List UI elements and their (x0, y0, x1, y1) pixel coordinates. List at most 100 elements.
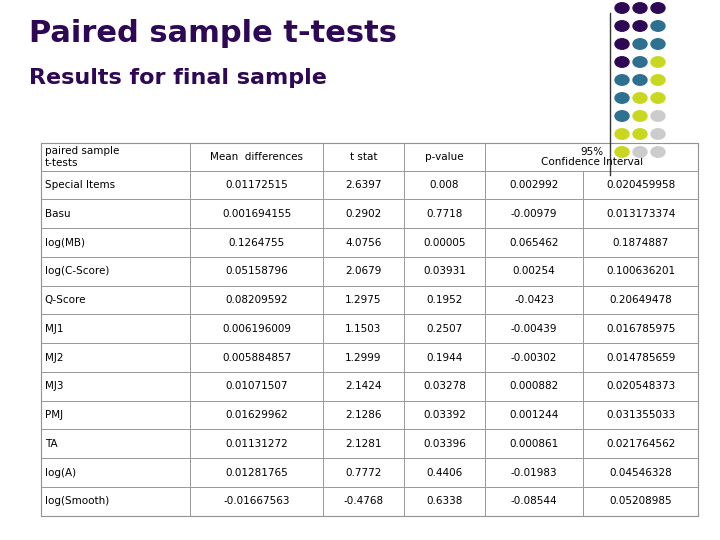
Text: paired sample: paired sample (45, 146, 119, 156)
Text: 0.002992: 0.002992 (509, 180, 559, 190)
Text: 0.000861: 0.000861 (510, 439, 559, 449)
Text: -0.08544: -0.08544 (510, 496, 557, 507)
Text: 0.04546328: 0.04546328 (609, 468, 672, 477)
Bar (41, 286, 190, 314)
Text: t stat: t stat (350, 152, 377, 162)
Bar (583, 314, 698, 343)
Circle shape (633, 3, 647, 14)
Bar (190, 171, 323, 199)
Text: 0.05158796: 0.05158796 (225, 266, 288, 276)
Text: 0.01131272: 0.01131272 (225, 439, 288, 449)
Text: log(A): log(A) (45, 468, 76, 477)
Text: 0.1264755: 0.1264755 (228, 238, 284, 247)
Bar (485, 314, 583, 343)
Bar (485, 143, 583, 171)
Bar (583, 401, 698, 429)
Bar (323, 143, 404, 171)
Bar (583, 257, 698, 286)
Circle shape (615, 21, 629, 31)
Bar (404, 372, 485, 401)
Bar (404, 171, 485, 199)
Bar (190, 228, 323, 257)
Text: p-value: p-value (425, 152, 464, 162)
Circle shape (633, 111, 647, 122)
Bar (583, 228, 698, 257)
Circle shape (651, 75, 665, 85)
Bar (323, 286, 404, 314)
Bar (190, 343, 323, 372)
Bar (583, 143, 698, 171)
Text: Paired sample t-tests: Paired sample t-tests (29, 19, 397, 48)
Bar (190, 401, 323, 429)
Bar (583, 429, 698, 458)
Text: 0.01071507: 0.01071507 (225, 381, 288, 391)
Text: PMJ: PMJ (45, 410, 63, 420)
Bar (41, 314, 190, 343)
Text: 0.03931: 0.03931 (423, 266, 466, 276)
Bar (583, 171, 698, 199)
Text: 0.01281765: 0.01281765 (225, 468, 288, 477)
Text: Q-Score: Q-Score (45, 295, 86, 305)
Text: MJ3: MJ3 (45, 381, 63, 391)
Bar (190, 487, 323, 516)
Bar (323, 314, 404, 343)
Text: 2.1286: 2.1286 (345, 410, 382, 420)
Bar (485, 286, 583, 314)
Circle shape (651, 57, 665, 68)
Circle shape (651, 147, 665, 157)
Bar (404, 401, 485, 429)
Text: -0.01667563: -0.01667563 (223, 496, 290, 507)
Text: 0.065462: 0.065462 (509, 238, 559, 247)
Bar (404, 257, 485, 286)
Text: log(MB): log(MB) (45, 238, 85, 247)
Circle shape (633, 93, 647, 103)
Text: 0.03396: 0.03396 (423, 439, 466, 449)
Text: -0.00439: -0.00439 (510, 324, 557, 334)
Bar (323, 401, 404, 429)
Text: Results for final sample: Results for final sample (29, 68, 327, 87)
Text: 0.100636201: 0.100636201 (606, 266, 675, 276)
Text: TA: TA (45, 439, 58, 449)
Circle shape (615, 39, 629, 49)
Bar (583, 487, 698, 516)
Bar (485, 228, 583, 257)
Text: 0.6338: 0.6338 (426, 496, 463, 507)
Text: 0.08209592: 0.08209592 (225, 295, 288, 305)
Bar (485, 487, 583, 516)
Text: Special Items: Special Items (45, 180, 114, 190)
Bar (583, 372, 698, 401)
Circle shape (633, 39, 647, 49)
Bar (404, 228, 485, 257)
Circle shape (651, 3, 665, 14)
Bar (583, 343, 698, 372)
Bar (404, 314, 485, 343)
Text: 1.2975: 1.2975 (345, 295, 382, 305)
Bar (190, 429, 323, 458)
Bar (323, 372, 404, 401)
Text: 0.000882: 0.000882 (510, 381, 559, 391)
Text: log(Smooth): log(Smooth) (45, 496, 109, 507)
Text: 0.006196009: 0.006196009 (222, 324, 291, 334)
Circle shape (651, 111, 665, 122)
Bar (41, 199, 190, 228)
Bar (41, 143, 190, 171)
Text: 0.020548373: 0.020548373 (606, 381, 675, 391)
Text: 2.0679: 2.0679 (345, 266, 382, 276)
Text: 0.2902: 0.2902 (345, 209, 382, 219)
Circle shape (615, 129, 629, 139)
Circle shape (651, 129, 665, 139)
Bar (323, 487, 404, 516)
Text: 0.001244: 0.001244 (509, 410, 559, 420)
Text: 0.014785659: 0.014785659 (606, 353, 675, 362)
Circle shape (633, 21, 647, 31)
Bar (323, 458, 404, 487)
Bar (323, 257, 404, 286)
Bar (485, 372, 583, 401)
Bar (323, 429, 404, 458)
Bar (404, 199, 485, 228)
Bar (41, 171, 190, 199)
Text: Mean  differences: Mean differences (210, 152, 303, 162)
Bar (404, 487, 485, 516)
Bar (41, 257, 190, 286)
Bar (190, 286, 323, 314)
